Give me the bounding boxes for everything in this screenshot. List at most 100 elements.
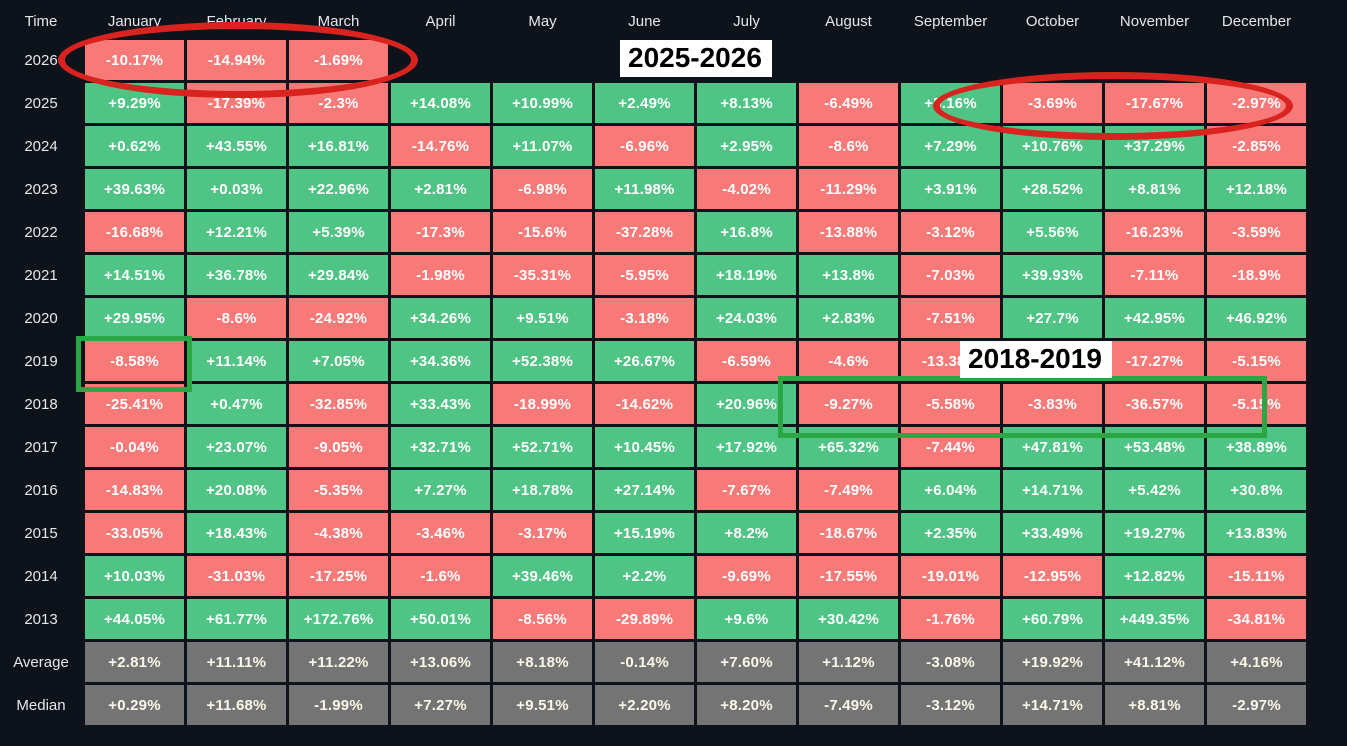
column-header: February [206,12,267,30]
time-column-header: Time [24,12,58,30]
return-cell: +2.81% [85,642,184,682]
return-cell: -18.67% [799,513,898,553]
row-label: 2025 [24,94,58,112]
return-cell: +0.62% [85,126,184,166]
table-row-2013: 2013 +44.05% +61.77% +172.76% +50.01% -8.56% -… [0,599,1306,639]
return-cell: +52.38% [493,341,592,381]
return-cell: -15.11% [1207,556,1306,596]
return-cell: +18.78% [493,470,592,510]
return-cell: -8.6% [799,126,898,166]
return-cell: -6.49% [799,83,898,123]
return-cell: -1.98% [391,255,490,295]
return-cell [901,40,1000,80]
return-cell: -32.85% [289,384,388,424]
return-cell: -3.59% [1207,212,1306,252]
column-header: July [733,12,760,30]
return-cell: -4.38% [289,513,388,553]
return-cell: -9.69% [697,556,796,596]
return-cell [1207,40,1306,80]
return-cell: -14.94% [187,40,286,80]
annotation-label-2018-2019: 2018-2019 [960,341,1112,378]
return-cell: -17.67% [1105,83,1204,123]
return-cell: +5.56% [1003,212,1102,252]
return-cell: -5.15% [1207,384,1306,424]
return-cell: -1.99% [289,685,388,725]
return-cell: +32.71% [391,427,490,467]
return-cell: -15.6% [493,212,592,252]
return-cell [1003,40,1102,80]
column-header: November [1119,12,1190,30]
return-cell: +8.20% [697,685,796,725]
return-cell: -0.04% [85,427,184,467]
return-cell: +34.36% [391,341,490,381]
return-cell: +11.98% [595,169,694,209]
return-cell: +16.8% [697,212,796,252]
row-label: 2022 [24,223,58,241]
return-cell: +33.49% [1003,513,1102,553]
return-cell: +27.7% [1003,298,1102,338]
column-header: January [107,12,162,30]
column-header: September [913,12,988,30]
return-cell: +7.27% [391,470,490,510]
return-cell: -0.14% [595,642,694,682]
return-cell: +7.60% [697,642,796,682]
return-cell [1105,40,1204,80]
return-cell: -7.44% [901,427,1000,467]
return-cell: +4.16% [1207,642,1306,682]
return-cell: -29.89% [595,599,694,639]
return-cell: +19.27% [1105,513,1204,553]
return-cell: -4.02% [697,169,796,209]
return-cell: +7.05% [289,341,388,381]
return-cell: +5.39% [289,212,388,252]
return-cell: +10.99% [493,83,592,123]
return-cell: +39.93% [1003,255,1102,295]
row-label: 2014 [24,567,58,585]
return-cell: +11.11% [187,642,286,682]
return-cell: +26.67% [595,341,694,381]
return-cell: +38.89% [1207,427,1306,467]
return-cell: -8.6% [187,298,286,338]
column-header: August [825,12,872,30]
return-cell: +43.55% [187,126,286,166]
return-cell: -17.25% [289,556,388,596]
return-cell: +14.71% [1003,685,1102,725]
return-cell: -3.83% [1003,384,1102,424]
return-cell: -9.27% [799,384,898,424]
return-cell: +14.08% [391,83,490,123]
return-cell: -17.39% [187,83,286,123]
return-cell: +9.29% [85,83,184,123]
table-row-2025: 2025 +9.29% -17.39% -2.3% +14.08% +10.99% +2.4… [0,83,1306,123]
return-cell: -37.28% [595,212,694,252]
row-label: 2020 [24,309,58,327]
return-cell: +18.19% [697,255,796,295]
return-cell: -3.12% [901,212,1000,252]
return-cell: -3.46% [391,513,490,553]
annotation-label-2025-2026: 2025-2026 [620,40,772,77]
return-cell [799,40,898,80]
return-cell: +9.6% [697,599,796,639]
return-cell: -3.18% [595,298,694,338]
return-cell: +2.95% [697,126,796,166]
return-cell: +8.81% [1105,685,1204,725]
return-cell: -7.67% [697,470,796,510]
return-cell: -11.29% [799,169,898,209]
return-cell: +33.43% [391,384,490,424]
return-cell: +7.27% [391,685,490,725]
return-cell: -7.49% [799,685,898,725]
return-cell: -17.27% [1105,341,1204,381]
return-cell [391,40,490,80]
return-cell: -6.59% [697,341,796,381]
return-cell: -7.11% [1105,255,1204,295]
return-cell: +30.8% [1207,470,1306,510]
return-cell: +14.51% [85,255,184,295]
return-cell: +52.71% [493,427,592,467]
return-cell: -17.3% [391,212,490,252]
table-row-average: Average +2.81% +11.11% +11.22% +13.06% +8.18%… [0,642,1306,682]
row-label: 2017 [24,438,58,456]
return-cell: +11.68% [187,685,286,725]
return-cell: -1.76% [901,599,1000,639]
return-cell: +1.12% [799,642,898,682]
return-cell: +20.96% [697,384,796,424]
return-cell: +3.91% [901,169,1000,209]
